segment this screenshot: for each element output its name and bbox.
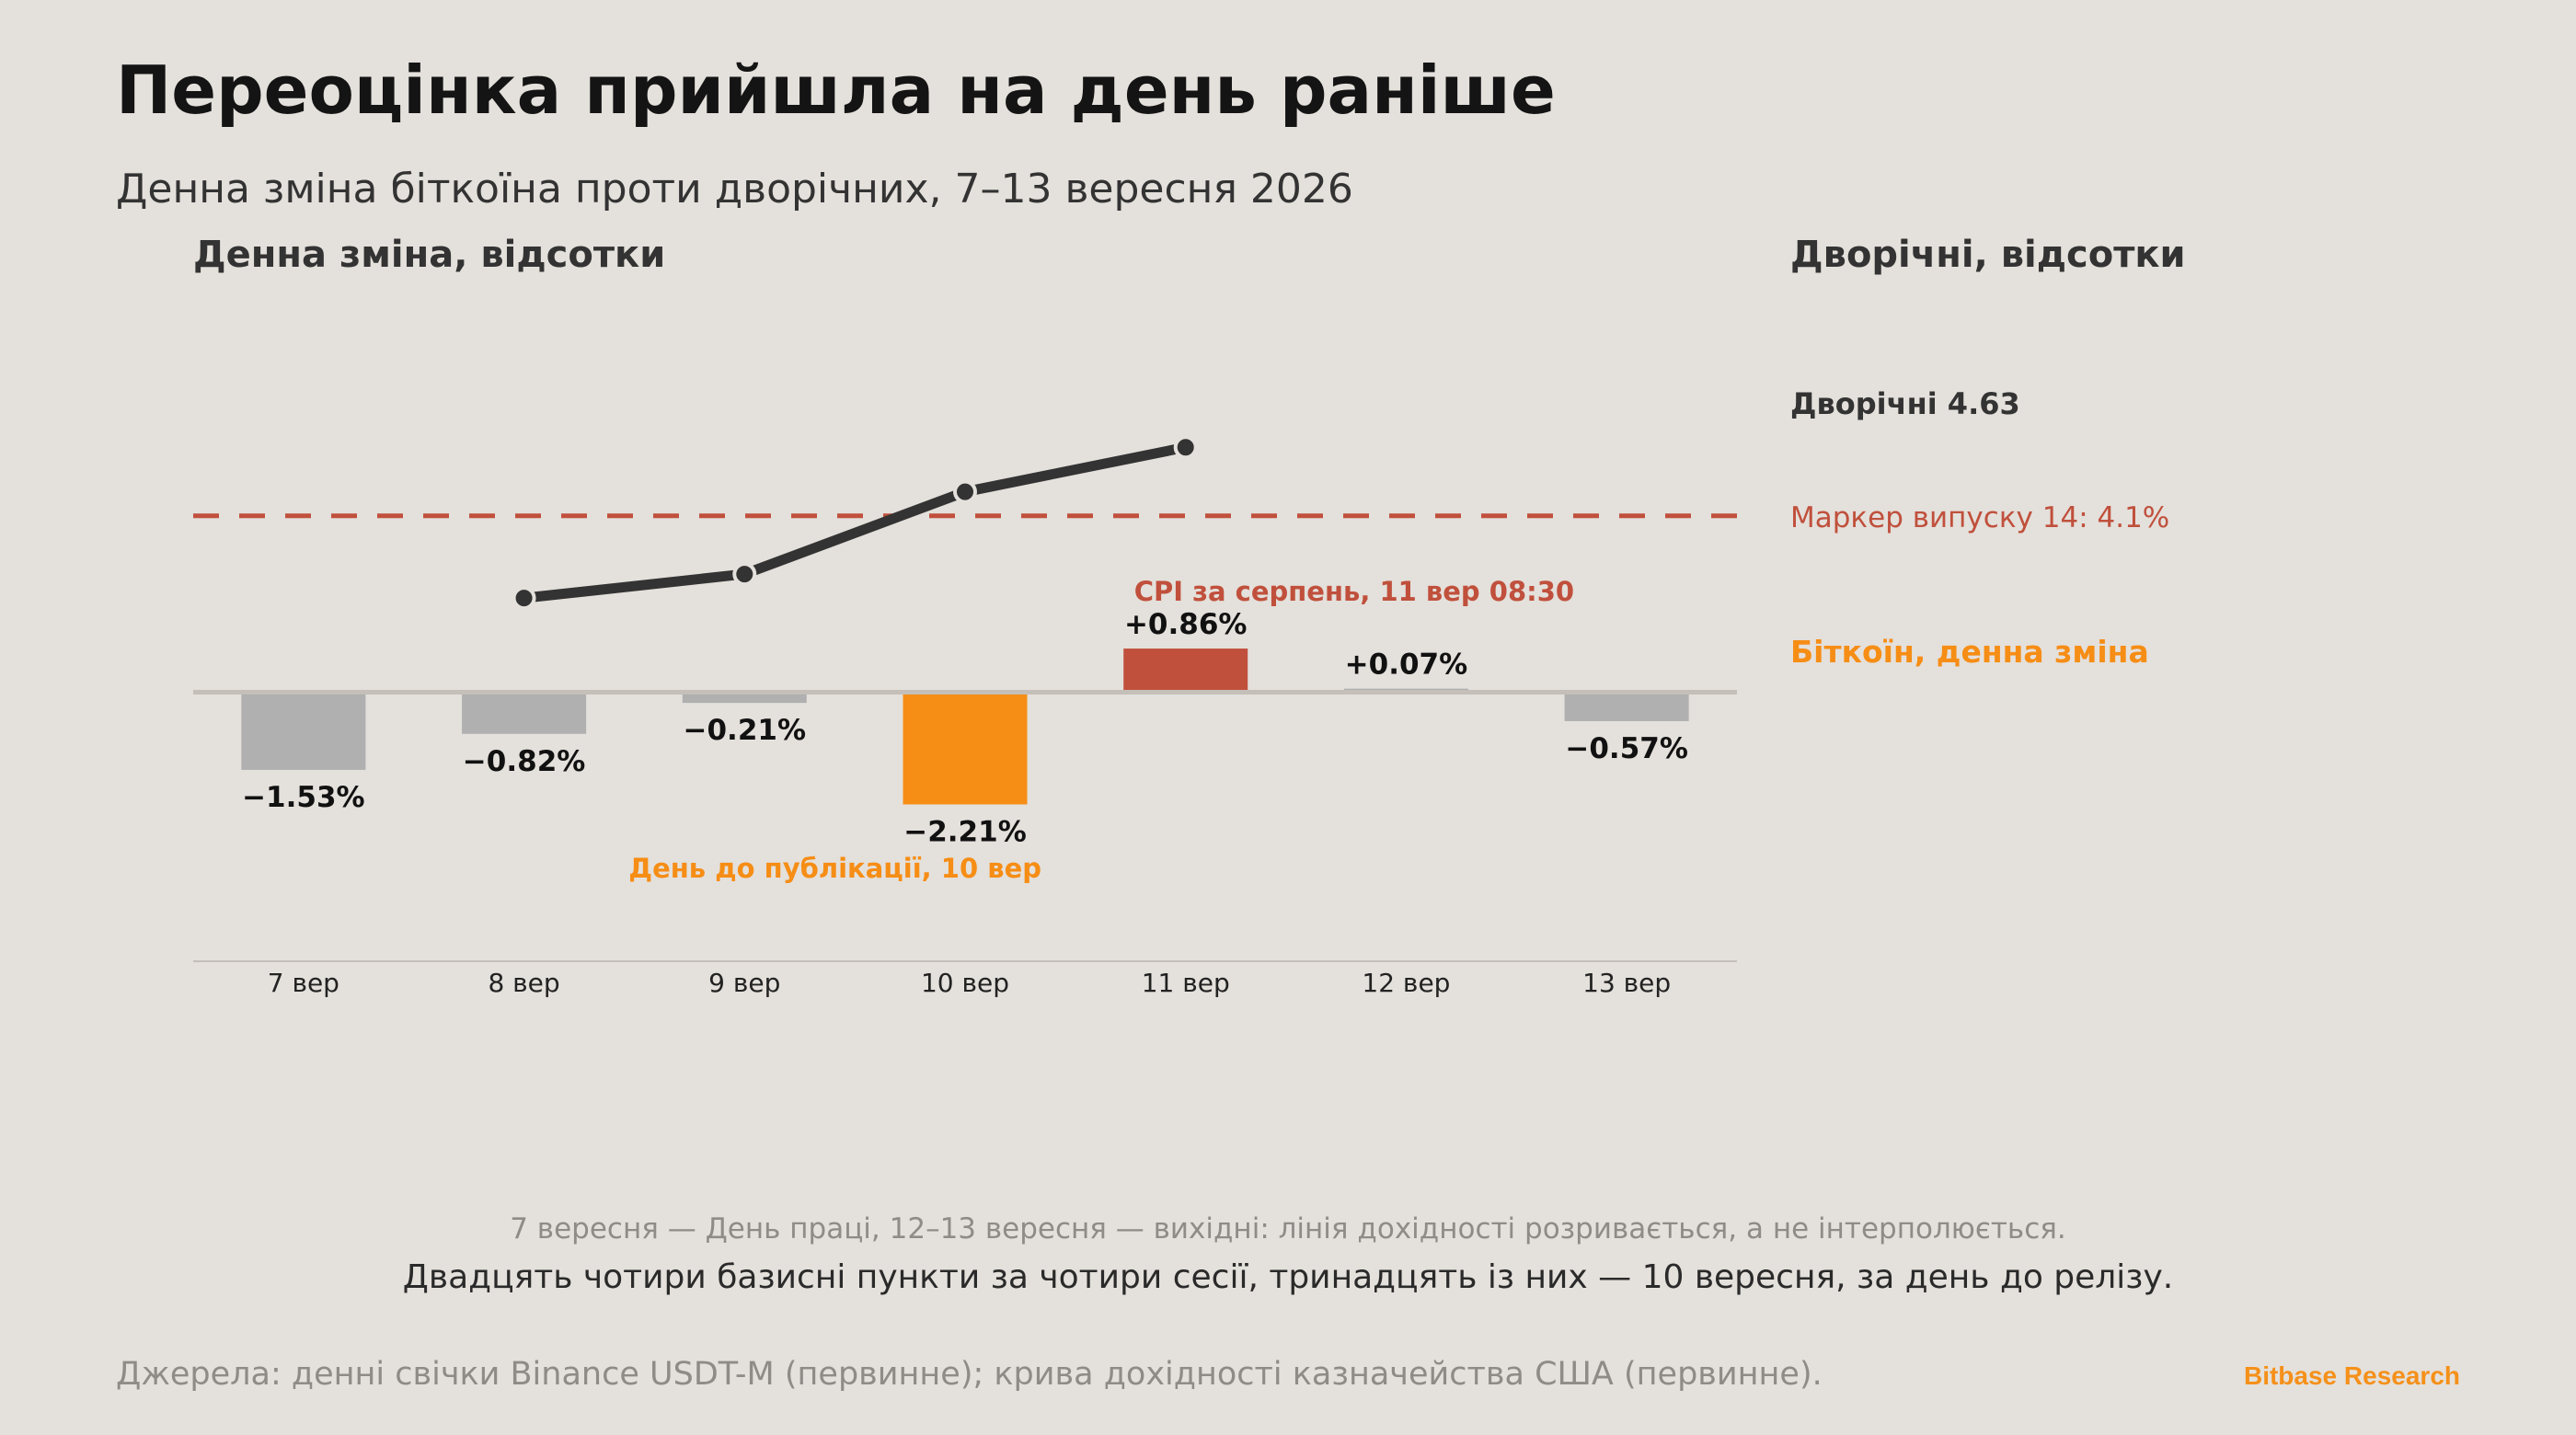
bar-4 [903,692,1028,805]
chart-title: Переоцінка прийшла на день раніше [116,52,1556,129]
pre-release-annotation: День до публікації, 10 вер [628,853,1041,884]
yield-series-label: Дворічні 4.63 [1790,386,2020,421]
bar-value-label: −0.82% [463,745,586,778]
bar-5 [1123,649,1248,693]
bar-2 [462,692,587,734]
bar-3 [682,692,807,704]
x-tick-label: 10 вер [921,968,1009,998]
chart-subtitle: Денна зміна біткоїна проти дворічних, 7–… [116,166,1353,212]
bar-1 [241,692,366,770]
footnote: 7 вересня — День праці, 12–13 вересня — … [510,1212,2066,1246]
bar-value-label: −1.53% [242,781,365,814]
bar-7 [1564,692,1689,721]
yield-point [732,562,757,587]
yield-point [1173,435,1198,460]
x-tick-label: 13 вер [1582,968,1671,998]
x-tick-label: 9 вер [708,968,780,998]
x-tick-label: 8 вер [488,968,559,998]
bar-value-label: −0.57% [1565,732,1688,765]
bar-value-label: +0.86% [1124,608,1248,641]
x-tick-label: 7 вер [268,968,339,998]
yield-point [953,479,977,504]
x-tick-label: 11 вер [1142,968,1230,998]
bar-value-label: −2.21% [903,815,1027,848]
takeaway-text: Двадцять чотири базисні пункти за чотири… [402,1258,2174,1296]
right-axis-title: Дворічні, відсотки [1790,234,2186,276]
brand-logo: Bitbase Research [2243,1361,2460,1390]
reference-line-label: Маркер випуску 14: 4.1% [1790,501,2169,534]
sources-text: Джерела: денні свічки Binance USDT-M (пе… [116,1356,1823,1393]
yield-line [519,442,1191,603]
cpi-annotation: CPI за серпень, 11 вер 08:30 [1134,576,1574,607]
bar-value-label: +0.07% [1345,649,1468,682]
x-tick-label: 12 вер [1362,968,1450,998]
bar-value-label: −0.21% [684,714,807,747]
left-axis-title: Денна зміна, відсотки [193,234,665,276]
bars-series-label: Біткоїн, денна зміна [1790,634,2149,670]
yield-point [512,586,536,611]
